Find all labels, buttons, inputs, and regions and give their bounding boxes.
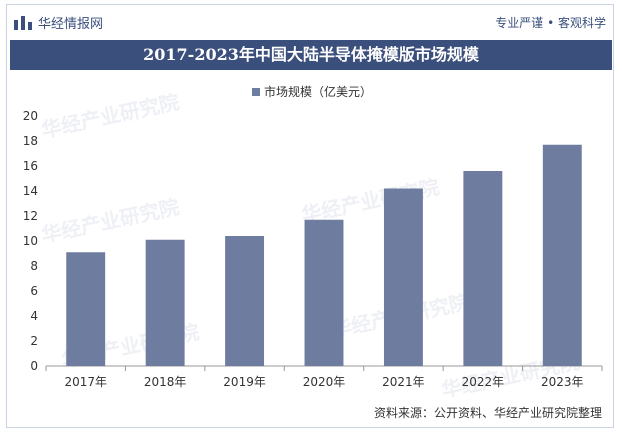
brand-logo: 华经情报网 <box>14 13 103 32</box>
x-tick-label: 2018年 <box>144 375 187 389</box>
bar-logo-icon <box>14 15 32 30</box>
header-bar: 华经情报网 专业严谨 • 客观科学 <box>10 8 610 34</box>
bar <box>66 252 106 366</box>
x-tick-label: 2023年 <box>541 375 584 389</box>
y-tick-label: 6 <box>30 284 38 298</box>
y-tick-label: 20 <box>23 109 38 123</box>
x-tick-label: 2019年 <box>223 375 266 389</box>
y-tick-label: 18 <box>23 134 38 148</box>
y-tick-label: 0 <box>30 359 38 373</box>
slogan: 专业严谨 • 客观科学 <box>495 16 606 30</box>
bar <box>304 219 344 366</box>
x-tick-label: 2017年 <box>64 375 107 389</box>
y-tick-label: 2 <box>30 334 38 348</box>
bar <box>542 144 582 366</box>
bar <box>225 236 265 366</box>
y-tick-label: 12 <box>23 209 38 223</box>
brand-name: 华经情报网 <box>38 17 104 32</box>
legend-label: 市场规模（亿美元） <box>264 84 372 99</box>
x-tick-label: 2020年 <box>303 375 346 389</box>
x-tick-label: 2021年 <box>382 375 425 389</box>
source-note: 资料来源：公开资料、华经产业研究院整理 <box>373 406 602 420</box>
bar <box>145 239 185 366</box>
y-tick-label: 8 <box>30 259 38 273</box>
x-tick-label: 2022年 <box>462 375 505 389</box>
y-tick-label: 4 <box>30 309 38 323</box>
y-tick-label: 14 <box>23 184 38 198</box>
legend-swatch <box>252 88 260 96</box>
chart-title: 2017-2023年中国大陆半导体掩模版市场规模 <box>10 40 612 70</box>
bar <box>463 171 503 366</box>
bar <box>383 188 423 366</box>
y-tick-label: 10 <box>23 234 38 248</box>
y-tick-label: 16 <box>23 159 38 173</box>
